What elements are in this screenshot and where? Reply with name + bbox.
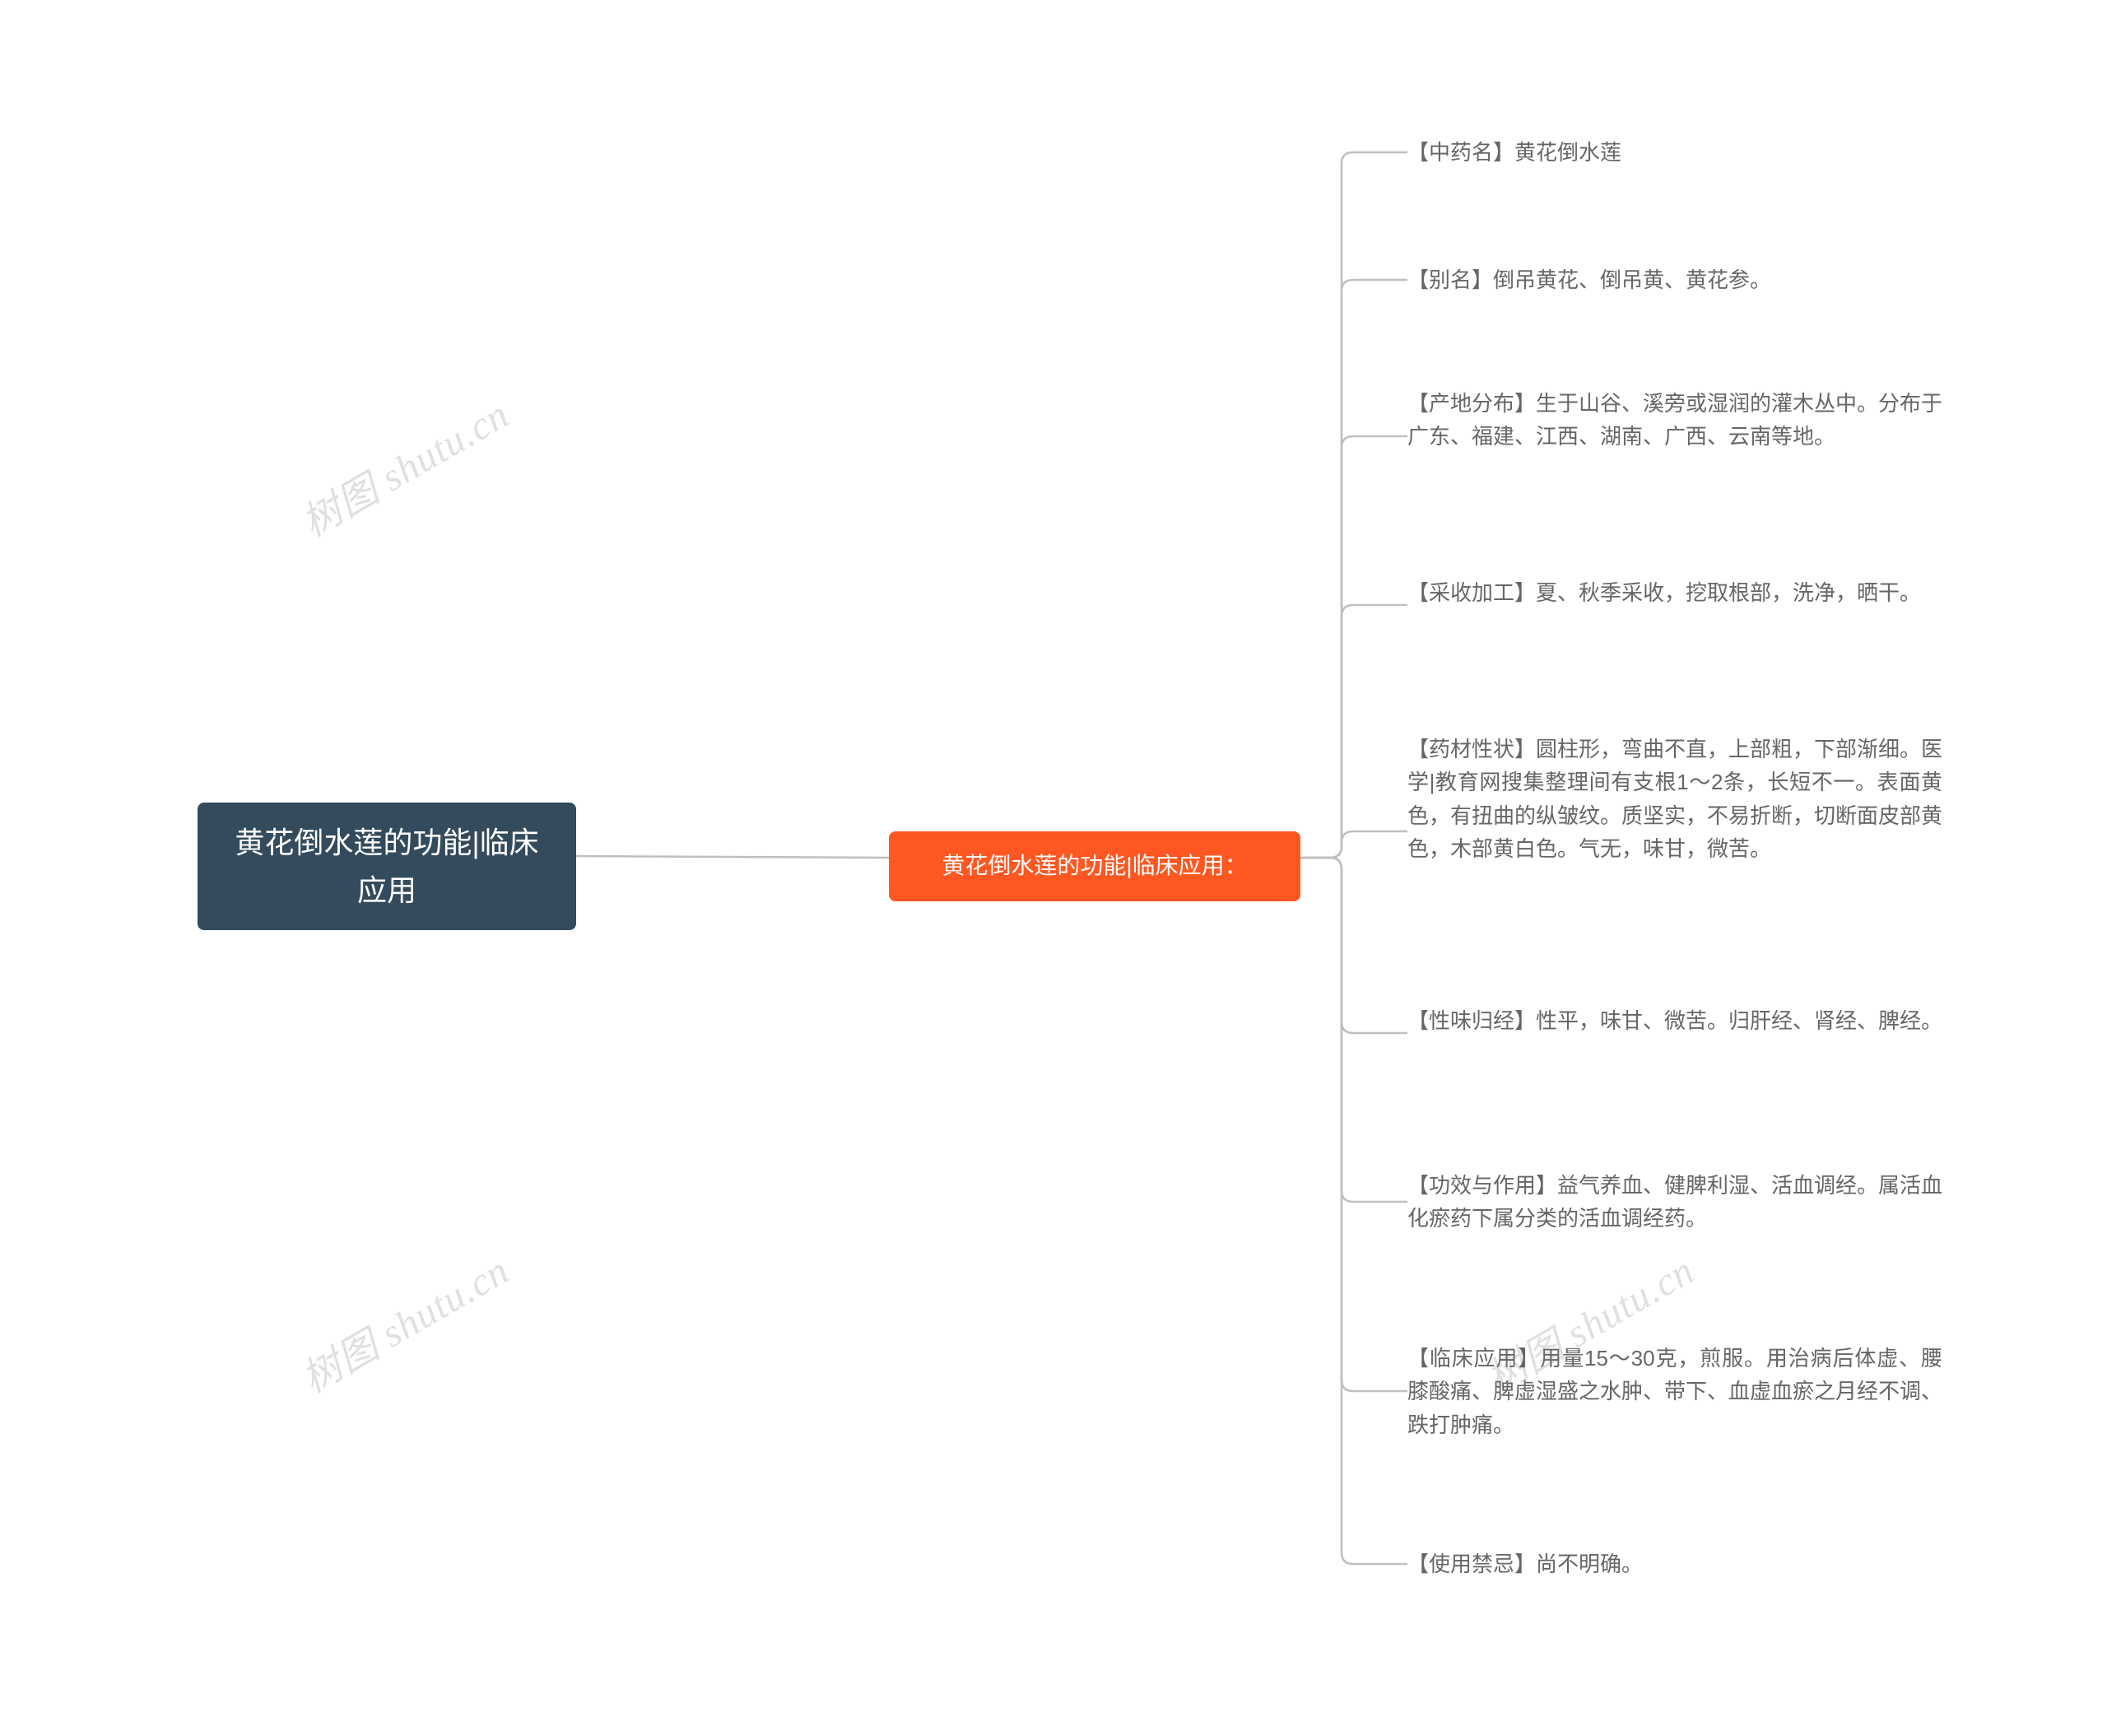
leaf-label: 【功效与作用】益气养血、健脾利湿、活血调经。属活血化瘀药下属分类的活血调经药。 [1407, 1173, 1942, 1231]
leaf-label: 【临床应用】用量15～30克，煎服。用治病后体虚、腰膝酸痛、脾虚湿盛之水肿、带下… [1407, 1346, 1942, 1437]
leaf-label: 【性味归经】性平，味甘、微苦。归肝经、肾经、脾经。 [1407, 1008, 1942, 1033]
leaf-node-contra[interactable]: 【使用禁忌】尚不明确。 [1407, 1548, 1942, 1580]
root-node-label: 黄花倒水莲的功能|临床应用 [222, 819, 551, 914]
mid-node-label: 黄花倒水莲的功能|临床应用： [942, 848, 1247, 885]
leaf-node-name[interactable]: 【中药名】黄花倒水莲 [1407, 136, 1942, 169]
watermark: 树图 shutu.cn [289, 1239, 518, 1404]
mindmap-canvas: 树图 shutu.cn 树图 shutu.cn 树图 shutu.cn 黄花倒水… [0, 0, 2107, 1736]
leaf-node-alias[interactable]: 【别名】倒吊黄花、倒吊黄、黄花参。 [1407, 263, 1942, 296]
leaf-node-taste[interactable]: 【性味归经】性平，味甘、微苦。归肝经、肾经、脾经。 [1407, 1004, 1942, 1037]
leaf-node-character[interactable]: 【药材性状】圆柱形，弯曲不直，上部粗，下部渐细。医学|教育网搜集整理间有支根1～… [1407, 733, 1942, 865]
leaf-label: 【别名】倒吊黄花、倒吊黄、黄花参。 [1407, 268, 1771, 292]
watermark: 树图 shutu.cn [289, 383, 518, 548]
leaf-label: 【产地分布】生于山谷、溪旁或湿润的灌木丛中。分布于广东、福建、江西、湖南、广西、… [1407, 391, 1942, 449]
leaf-node-origin[interactable]: 【产地分布】生于山谷、溪旁或湿润的灌木丛中。分布于广东、福建、江西、湖南、广西、… [1407, 387, 1942, 454]
leaf-label: 【中药名】黄花倒水莲 [1407, 140, 1621, 165]
leaf-node-clinical[interactable]: 【临床应用】用量15～30克，煎服。用治病后体虚、腰膝酸痛、脾虚湿盛之水肿、带下… [1407, 1342, 1942, 1441]
leaf-node-effect[interactable]: 【功效与作用】益气养血、健脾利湿、活血调经。属活血化瘀药下属分类的活血调经药。 [1407, 1169, 1942, 1236]
root-node[interactable]: 黄花倒水莲的功能|临床应用 [198, 803, 576, 930]
leaf-label: 【药材性状】圆柱形，弯曲不直，上部粗，下部渐细。医学|教育网搜集整理间有支根1～… [1407, 737, 1942, 861]
leaf-label: 【采收加工】夏、秋季采收，挖取根部，洗净，晒干。 [1407, 580, 1921, 605]
leaf-node-harvest[interactable]: 【采收加工】夏、秋季采收，挖取根部，洗净，晒干。 [1407, 576, 1942, 609]
leaf-label: 【使用禁忌】尚不明确。 [1407, 1552, 1643, 1576]
mid-node[interactable]: 黄花倒水莲的功能|临床应用： [889, 831, 1300, 901]
